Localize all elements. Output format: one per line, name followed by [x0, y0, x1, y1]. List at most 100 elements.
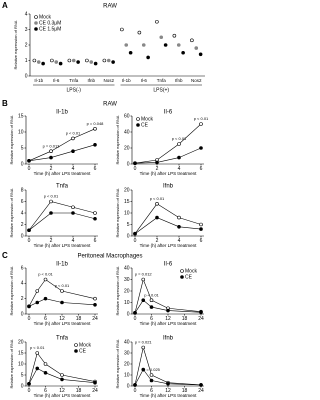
data-point	[133, 311, 137, 315]
data-point	[43, 296, 48, 301]
data-point	[176, 43, 181, 47]
data-point	[60, 300, 64, 305]
x-tick-label: Ifnb	[87, 78, 95, 83]
data-point	[155, 19, 159, 24]
x-axis-label: Time (h) after LPS treatment	[34, 321, 92, 326]
legend-marker	[180, 275, 184, 279]
x-tick-label: Tnfa	[157, 78, 167, 83]
annotation: p < 0.01	[144, 292, 159, 297]
data-point	[85, 58, 89, 63]
y-tick-label: 20	[124, 187, 130, 193]
y-tick-label: 5	[127, 222, 130, 228]
y-tick-label: 4	[21, 281, 24, 287]
data-point	[141, 367, 146, 372]
series-line	[28, 144, 96, 162]
data-point	[58, 61, 63, 66]
data-point	[194, 46, 199, 50]
annotation: p < 0.01	[44, 194, 59, 199]
x-tick-label: Nos2	[103, 78, 114, 83]
y-tick-label: 0	[21, 161, 24, 167]
data-point	[133, 383, 137, 387]
data-point	[93, 211, 97, 215]
data-point	[141, 277, 146, 282]
y-tick-label: 5	[21, 372, 24, 378]
data-point	[141, 298, 146, 303]
data-point	[27, 304, 31, 309]
legend-marker	[136, 117, 140, 121]
x-tick-label: 24	[92, 316, 98, 322]
x-tick-label: 0	[134, 316, 137, 322]
x-axis-label: Time (h) after LPS treatment	[34, 393, 92, 398]
y-tick-label: 2	[21, 222, 24, 228]
y-tick-label: 0	[21, 233, 24, 239]
y-tick-label: 20	[18, 339, 24, 345]
x-tick-label: 24	[92, 388, 98, 394]
data-point	[141, 43, 146, 47]
annotation: p = 0.013	[43, 143, 61, 148]
annotation: p = 0.021	[135, 340, 153, 345]
data-point	[35, 351, 40, 355]
x-tick-label: 0	[28, 166, 31, 172]
data-point	[71, 205, 75, 210]
data-point	[177, 225, 181, 229]
chart-title: Tnfa	[56, 184, 69, 190]
y-tick-label: 0	[127, 161, 130, 167]
data-point	[49, 211, 53, 215]
data-point	[93, 143, 97, 147]
chart-title: Ifnb	[163, 184, 174, 190]
panel-label: A	[2, 1, 8, 10]
data-point	[43, 362, 48, 366]
data-point	[106, 58, 111, 63]
y-tick-label: 15	[18, 350, 24, 356]
y-axis-label: Relative expression of RNA	[13, 20, 18, 69]
series-line	[134, 123, 202, 164]
data-point	[163, 43, 168, 47]
annotation: p < 0.01	[194, 116, 209, 121]
data-point	[166, 381, 170, 386]
x-tick-label: Tnfa	[69, 78, 79, 83]
data-point	[27, 228, 31, 233]
data-point	[49, 199, 53, 204]
legend-label: Mock	[39, 14, 51, 20]
chart-title: Ifnb	[163, 336, 174, 342]
y-tick-label: 10	[124, 372, 130, 378]
x-tick-label: 18	[182, 388, 188, 394]
x-tick-label: 0	[28, 388, 31, 394]
data-point	[190, 38, 194, 43]
x-tick-label: 4	[72, 238, 75, 244]
legend-marker	[34, 27, 38, 31]
chart-title: Il-1b	[56, 262, 68, 268]
y-tick-label: 30	[124, 350, 130, 356]
data-point	[120, 27, 124, 32]
y-tick-label: 15	[124, 199, 130, 205]
data-point	[199, 222, 203, 227]
data-point	[133, 231, 137, 236]
data-point	[199, 227, 203, 231]
x-tick-label: 0	[134, 166, 137, 172]
series-line	[134, 203, 202, 234]
annotation: p < 0.01	[66, 130, 81, 135]
y-tick-label: 0	[127, 311, 130, 317]
annotation: p < 0.01	[30, 345, 45, 350]
y-axis-label: Relative expression of RNA	[9, 266, 14, 315]
data-point	[41, 61, 45, 66]
data-point	[159, 35, 164, 40]
y-tick-label: 10	[18, 361, 24, 367]
data-point	[137, 30, 142, 35]
group-label: LPS(+)	[153, 87, 169, 93]
data-point	[199, 383, 203, 387]
data-point	[93, 302, 97, 307]
x-tick-label: 2	[156, 166, 159, 172]
x-tick-label: 24	[198, 388, 204, 394]
legend-label: CE	[185, 274, 193, 280]
y-tick-label: 15	[18, 113, 24, 119]
y-tick-label: 40	[124, 339, 130, 345]
data-point	[93, 380, 97, 385]
x-tick-label: Nos2	[191, 78, 202, 83]
legend-label: Mock	[79, 342, 91, 348]
data-point	[36, 60, 41, 64]
x-tick-label: Il-6	[141, 78, 148, 83]
y-axis-label: Relative expression of RNA	[115, 339, 120, 388]
y-tick-label: 10	[18, 129, 24, 135]
legend-marker	[180, 269, 184, 273]
